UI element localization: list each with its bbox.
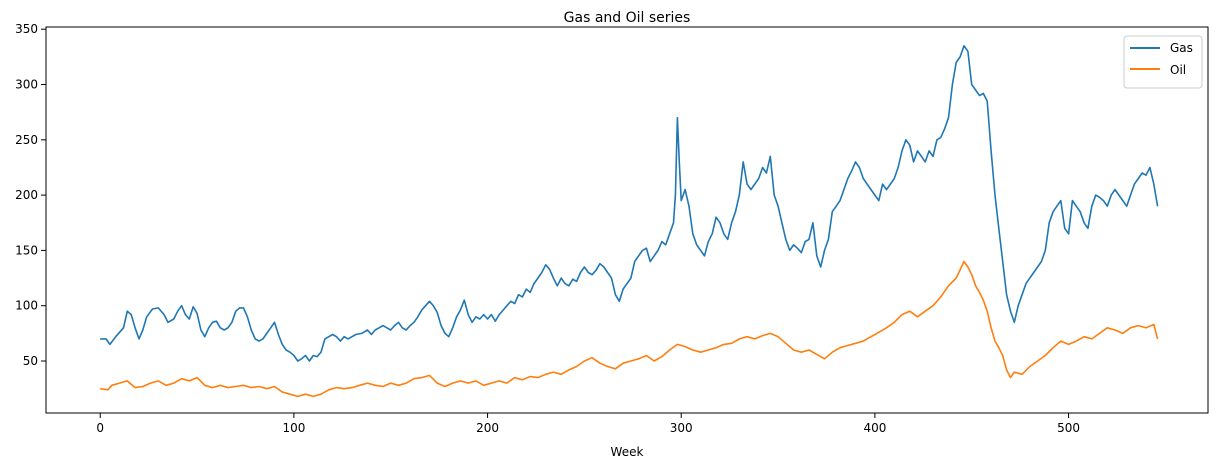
- legend-label-gas: Gas: [1170, 41, 1193, 55]
- y-tick-label: 350: [15, 22, 38, 36]
- x-tick-label: 500: [1057, 421, 1080, 435]
- y-axis: 50 100 150 200 250 300 350: [15, 22, 46, 368]
- x-tick-label: 0: [96, 421, 104, 435]
- x-axis-label: Week: [611, 445, 644, 459]
- legend: Gas Oil: [1123, 35, 1203, 89]
- series-lines: [100, 45, 1159, 398]
- legend-label-oil: Oil: [1170, 63, 1186, 77]
- series-line-gas: [100, 45, 1159, 362]
- x-axis: 0 100 200 300 400 500: [96, 413, 1080, 435]
- x-tick-label: 400: [863, 421, 886, 435]
- y-tick-label: 100: [15, 299, 38, 313]
- y-tick-label: 250: [15, 133, 38, 147]
- y-tick-label: 300: [15, 78, 38, 92]
- x-tick-label: 200: [476, 421, 499, 435]
- series-line-oil: [100, 260, 1159, 398]
- y-tick-label: 150: [15, 243, 38, 257]
- x-tick-label: 100: [282, 421, 305, 435]
- x-tick-label: 300: [670, 421, 693, 435]
- y-tick-label: 200: [15, 188, 38, 202]
- plot-area-frame: [45, 26, 1209, 414]
- y-tick-label: 50: [23, 354, 38, 368]
- chart-title: Gas and Oil series: [564, 10, 691, 26]
